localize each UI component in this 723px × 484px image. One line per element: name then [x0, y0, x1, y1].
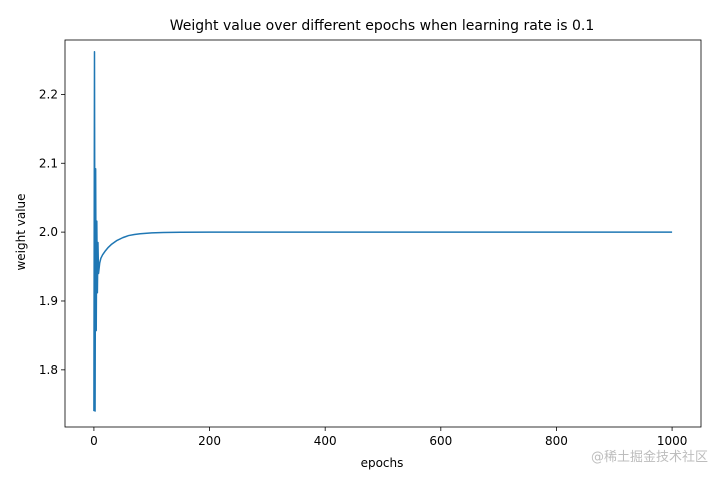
y-tick-label: 1.8	[39, 363, 58, 377]
plot-area: 0 200 400 600 800 1000 1.8 1.9 2.0 2.1 2.2	[39, 39, 702, 448]
x-tick-label: 800	[545, 434, 568, 448]
series-line-1	[93, 50, 673, 412]
y-axis-label: weight value	[14, 193, 28, 270]
watermark: @稀土掘金技术社区	[591, 449, 708, 465]
y-tick-label: 1.9	[39, 294, 58, 308]
y-tick-label: 2.1	[39, 156, 58, 170]
y-tick-label: 2.2	[39, 87, 58, 101]
x-axis-label: epochs	[361, 456, 404, 470]
x-tick-label: 600	[429, 434, 452, 448]
x-tick-label: 0	[90, 434, 98, 448]
x-tick-label: 200	[198, 434, 221, 448]
x-tick-label: 1000	[657, 434, 688, 448]
plot-frame	[64, 39, 702, 428]
y-tick-label: 2.0	[39, 225, 58, 239]
chart-title: Weight value over different epochs when …	[170, 18, 594, 34]
x-tick-label: 400	[314, 434, 337, 448]
